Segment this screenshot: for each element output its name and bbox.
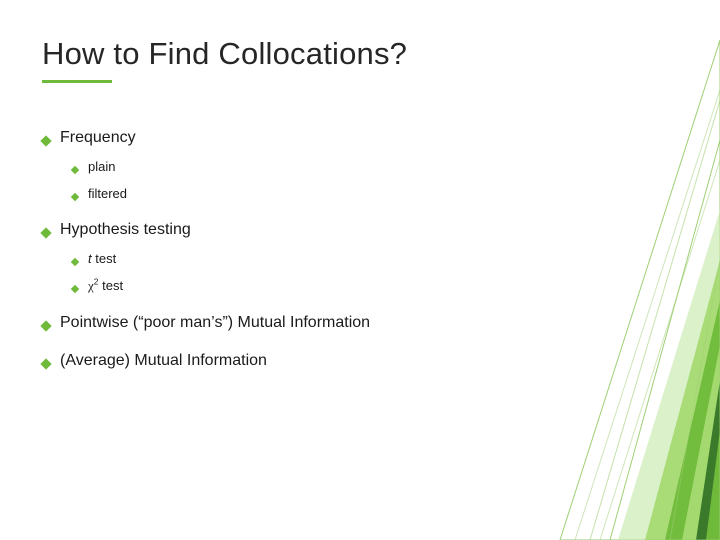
list-item: Pointwise (“poor man’s”) Mutual Informat… <box>42 314 660 332</box>
list-item: χ2 test <box>72 278 660 294</box>
item-label: χ2 test <box>88 278 123 294</box>
deco-outline-triangle <box>670 260 720 540</box>
list-item: Hypothesis testing t test χ2 test <box>42 221 660 294</box>
deco-fill <box>706 430 720 540</box>
list-item: (Average) Mutual Information <box>42 352 660 370</box>
list-item: plain <box>72 159 660 174</box>
list-item: Frequency plain filtered <box>42 129 660 201</box>
diamond-icon <box>71 285 79 293</box>
list-item: t test <box>72 251 660 266</box>
chi-rest: test <box>98 278 123 293</box>
diamond-icon <box>71 193 79 201</box>
list-item: filtered <box>72 186 660 201</box>
t-rest: test <box>92 251 117 266</box>
title-underline <box>42 80 112 83</box>
diamond-icon <box>71 258 79 266</box>
item-label: t test <box>88 251 116 266</box>
item-label: Pointwise (“poor man’s”) Mutual Informat… <box>60 314 370 332</box>
deco-fill <box>696 380 720 540</box>
diamond-icon <box>71 166 79 174</box>
diamond-icon <box>40 358 51 369</box>
item-label: Hypothesis testing <box>60 221 191 239</box>
bullet-list: Frequency plain filtered <box>42 129 660 370</box>
deco-fill <box>665 300 720 540</box>
slide: How to Find Collocations? Frequency plai… <box>0 0 720 540</box>
content-area: How to Find Collocations? Frequency plai… <box>42 36 660 380</box>
slide-title: How to Find Collocations? <box>42 36 660 72</box>
item-label: (Average) Mutual Information <box>60 352 267 370</box>
deco-fill <box>682 345 720 540</box>
diamond-icon <box>40 227 51 238</box>
item-label: plain <box>88 159 115 174</box>
diamond-icon <box>40 320 51 331</box>
diamond-icon <box>40 135 51 146</box>
item-label: Frequency <box>60 129 136 147</box>
item-label: filtered <box>88 186 127 201</box>
